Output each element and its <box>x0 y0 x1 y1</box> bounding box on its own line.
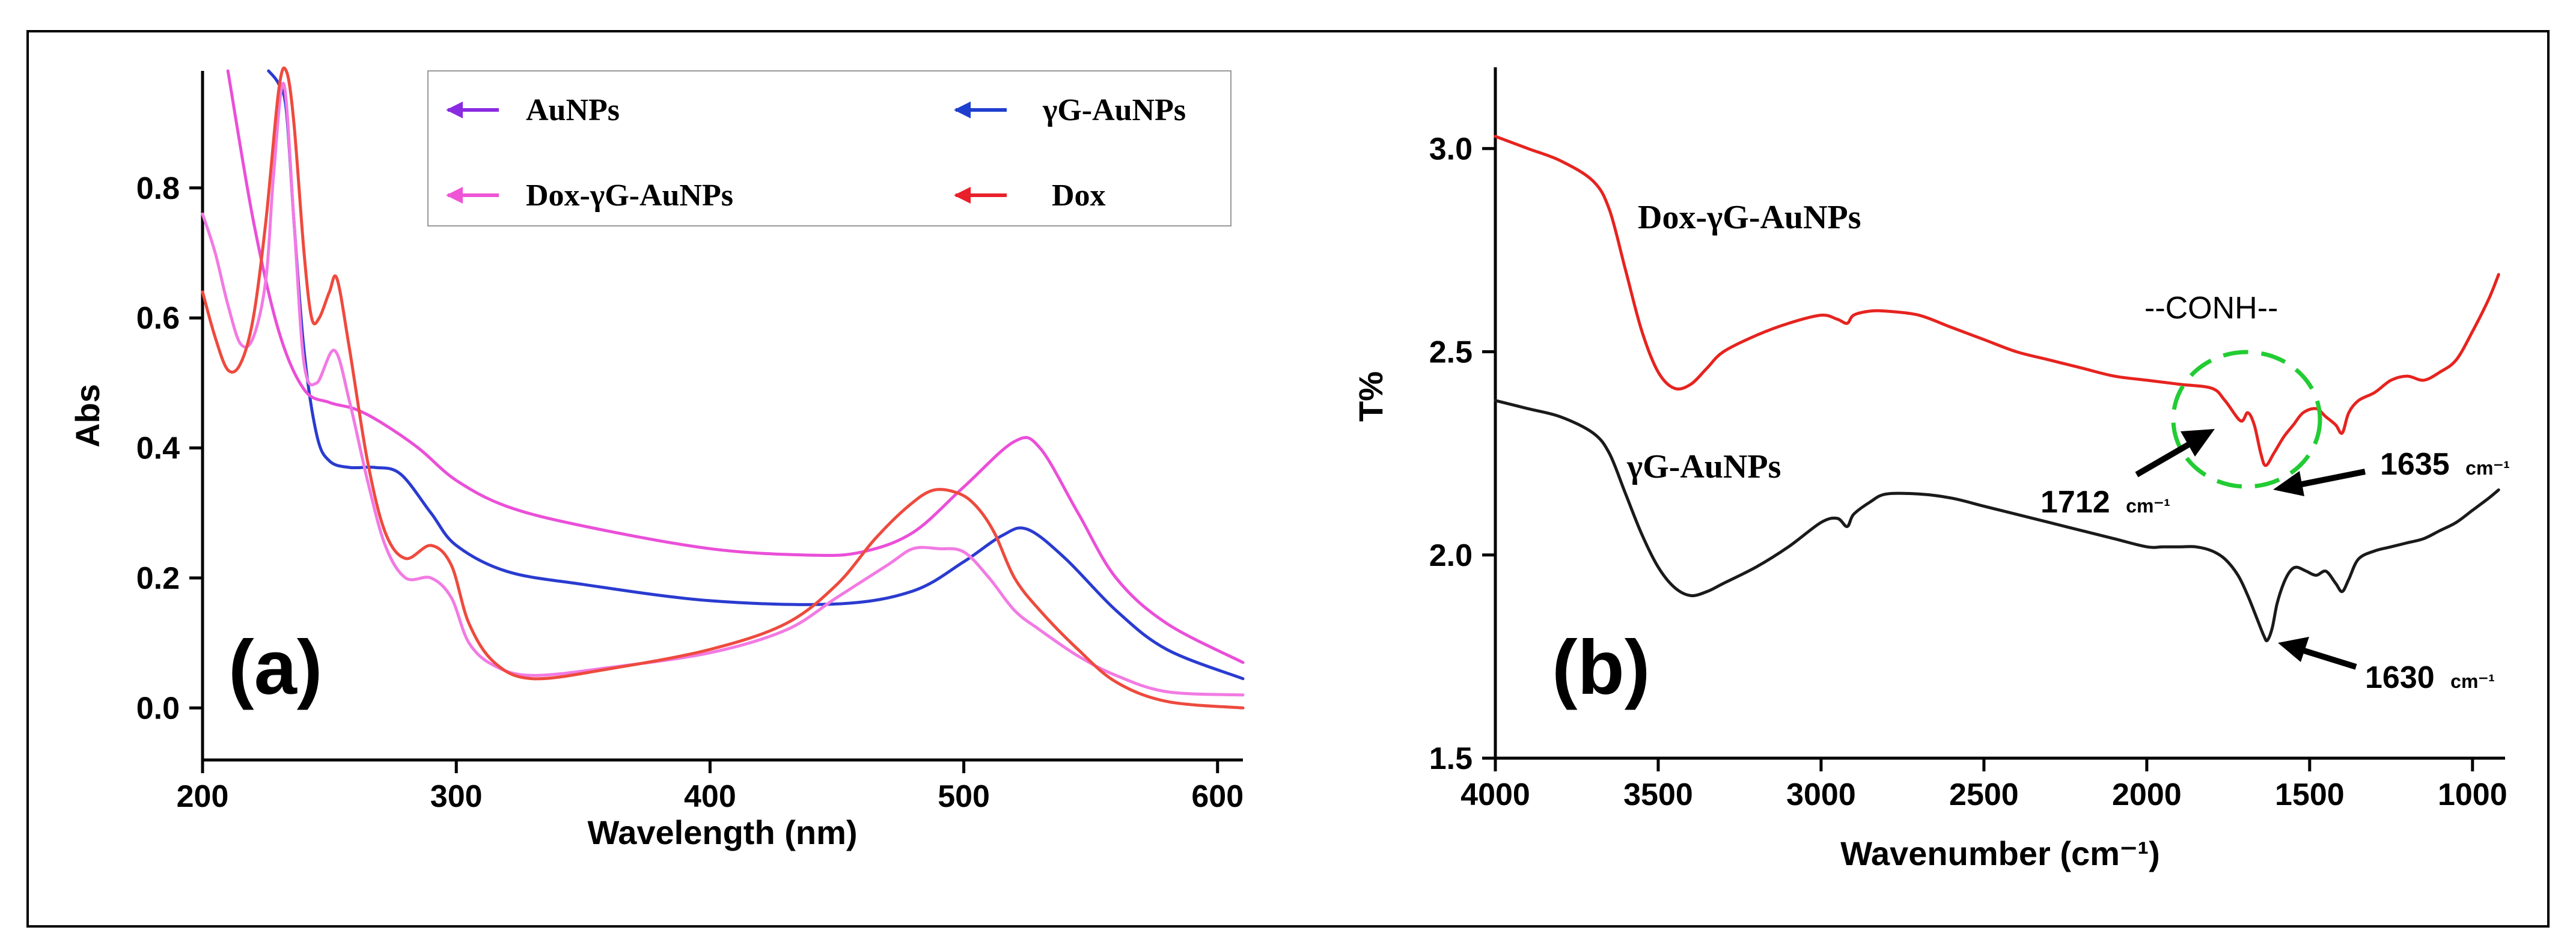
peak-unit: cm⁻¹ <box>2126 495 2170 517</box>
panel-a-x-ticks: 200 300 400 500 600 <box>177 760 1244 814</box>
x-tick-label: 2000 <box>2112 777 2182 812</box>
legend-label: AuNPs <box>526 93 620 127</box>
x-tick-label: 1500 <box>2275 777 2345 812</box>
panel-a-series <box>201 66 1245 710</box>
y-tick-label: 0.6 <box>136 301 180 336</box>
peak-label-1630: 1630 cm⁻¹ <box>2365 660 2495 695</box>
panel-a-y-ticks: 0.0 0.2 0.4 0.6 0.8 <box>136 171 203 726</box>
series-line <box>201 82 1245 697</box>
panel-b-x-axis-label: Wavenumber (cm⁻¹) <box>1840 834 2160 872</box>
peak-value: 1635 <box>2380 447 2450 482</box>
series-label-dox-gg-aunps: Dox-γG-AuNPs <box>1638 199 1861 236</box>
legend-arrow-icon <box>446 187 463 204</box>
y-tick-label: 0.0 <box>136 691 180 726</box>
series-line <box>1494 399 2500 643</box>
y-tick-label: 0.2 <box>136 561 180 596</box>
panel-a-uv-vis-chart: 200 300 400 500 600 0.0 0.2 0.4 0.6 0.8 Waveleng… <box>69 66 1245 851</box>
x-tick-label: 4000 <box>1460 777 1530 812</box>
x-tick-label: 400 <box>684 779 736 814</box>
panel-b-label: (b) <box>1552 625 1650 711</box>
legend-label: Dox <box>1052 178 1106 213</box>
panel-b-x-ticks: 4000 3500 3000 2500 2000 1500 1000 <box>1460 758 2507 812</box>
panel-a-y-axis-label: Abs <box>69 384 106 448</box>
peak-unit: cm⁻¹ <box>2465 457 2510 479</box>
legend-arrow-icon <box>954 187 971 204</box>
y-tick-label: 3.0 <box>1429 132 1473 166</box>
x-tick-label: 200 <box>177 779 229 814</box>
panel-b-ftir-chart: 4000 3500 3000 2500 2000 1500 1000 1.5 2.0 2.5 3.… <box>1352 67 2510 872</box>
series-line <box>226 69 1245 664</box>
y-tick-label: 2.5 <box>1429 335 1473 370</box>
panel-a-x-axis-label: Wavelength (nm) <box>587 813 857 851</box>
arrow-1630 <box>2278 637 2357 670</box>
y-tick-label: 1.5 <box>1429 741 1473 776</box>
series-line <box>201 66 1245 710</box>
legend-box <box>427 70 1232 226</box>
arrow-1635 <box>2273 469 2366 496</box>
x-tick-label: 3000 <box>1786 777 1856 812</box>
x-tick-label: 1000 <box>2438 777 2507 812</box>
peak-label-1712: 1712 cm⁻¹ <box>2040 485 2170 520</box>
peak-unit: cm⁻¹ <box>2450 670 2495 692</box>
series-label-gg-aunps: γG-AuNPs <box>1626 448 1781 485</box>
legend-arrow-icon <box>446 102 463 118</box>
y-tick-label: 0.8 <box>136 171 180 206</box>
legend-arrow-icon <box>954 102 971 118</box>
panel-a-label: (a) <box>228 625 322 711</box>
legend-label: γG-AuNPs <box>1042 93 1186 127</box>
panel-b-y-ticks: 1.5 2.0 2.5 3.0 <box>1429 132 1495 776</box>
x-tick-label: 2500 <box>1949 777 2019 812</box>
arrow-1712 <box>2135 429 2215 478</box>
legend-label: Dox-γG-AuNPs <box>526 178 733 213</box>
conh-annotation: --CONH-- <box>2144 291 2278 326</box>
series-line <box>1494 135 2500 467</box>
x-tick-label: 300 <box>430 779 483 814</box>
panel-b-series <box>1494 135 2500 643</box>
x-tick-label: 600 <box>1191 779 1244 814</box>
conh-highlight-circle <box>2171 350 2322 489</box>
panel-b-y-axis-label: T% <box>1352 371 1390 422</box>
peak-value: 1630 <box>2365 660 2435 695</box>
panel-a-legend: AuNPs γG-AuNPs Dox-γG-AuNPs Dox <box>427 70 1232 226</box>
figure-frame <box>26 30 2550 928</box>
y-tick-label: 2.0 <box>1429 538 1473 573</box>
peak-value: 1712 <box>2040 485 2110 520</box>
x-tick-label: 500 <box>938 779 990 814</box>
peak-label-1635: 1635 cm⁻¹ <box>2380 447 2510 482</box>
y-tick-label: 0.4 <box>136 431 180 466</box>
x-tick-label: 3500 <box>1623 777 1693 812</box>
